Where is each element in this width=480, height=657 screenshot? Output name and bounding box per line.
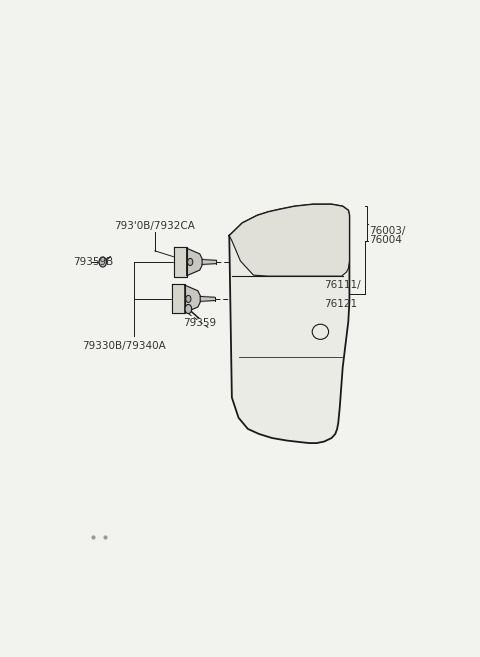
Text: 79330B/79340A: 79330B/79340A (83, 341, 166, 351)
Polygon shape (229, 204, 349, 276)
Circle shape (99, 257, 107, 267)
Circle shape (188, 258, 193, 265)
Polygon shape (185, 285, 200, 313)
Text: 79359B: 79359B (73, 257, 113, 267)
Polygon shape (198, 296, 215, 302)
Polygon shape (174, 248, 187, 277)
Text: 76111/: 76111/ (324, 281, 361, 290)
Text: 76121: 76121 (324, 299, 357, 309)
Polygon shape (172, 284, 185, 313)
Polygon shape (229, 204, 349, 443)
Text: 793'0B/7932CA: 793'0B/7932CA (114, 221, 195, 231)
Circle shape (186, 296, 191, 302)
Polygon shape (200, 259, 216, 265)
Text: 76003/: 76003/ (369, 225, 405, 236)
Text: 76004: 76004 (369, 235, 402, 244)
Circle shape (185, 304, 192, 313)
Text: 79359: 79359 (183, 317, 216, 328)
Polygon shape (187, 248, 202, 276)
